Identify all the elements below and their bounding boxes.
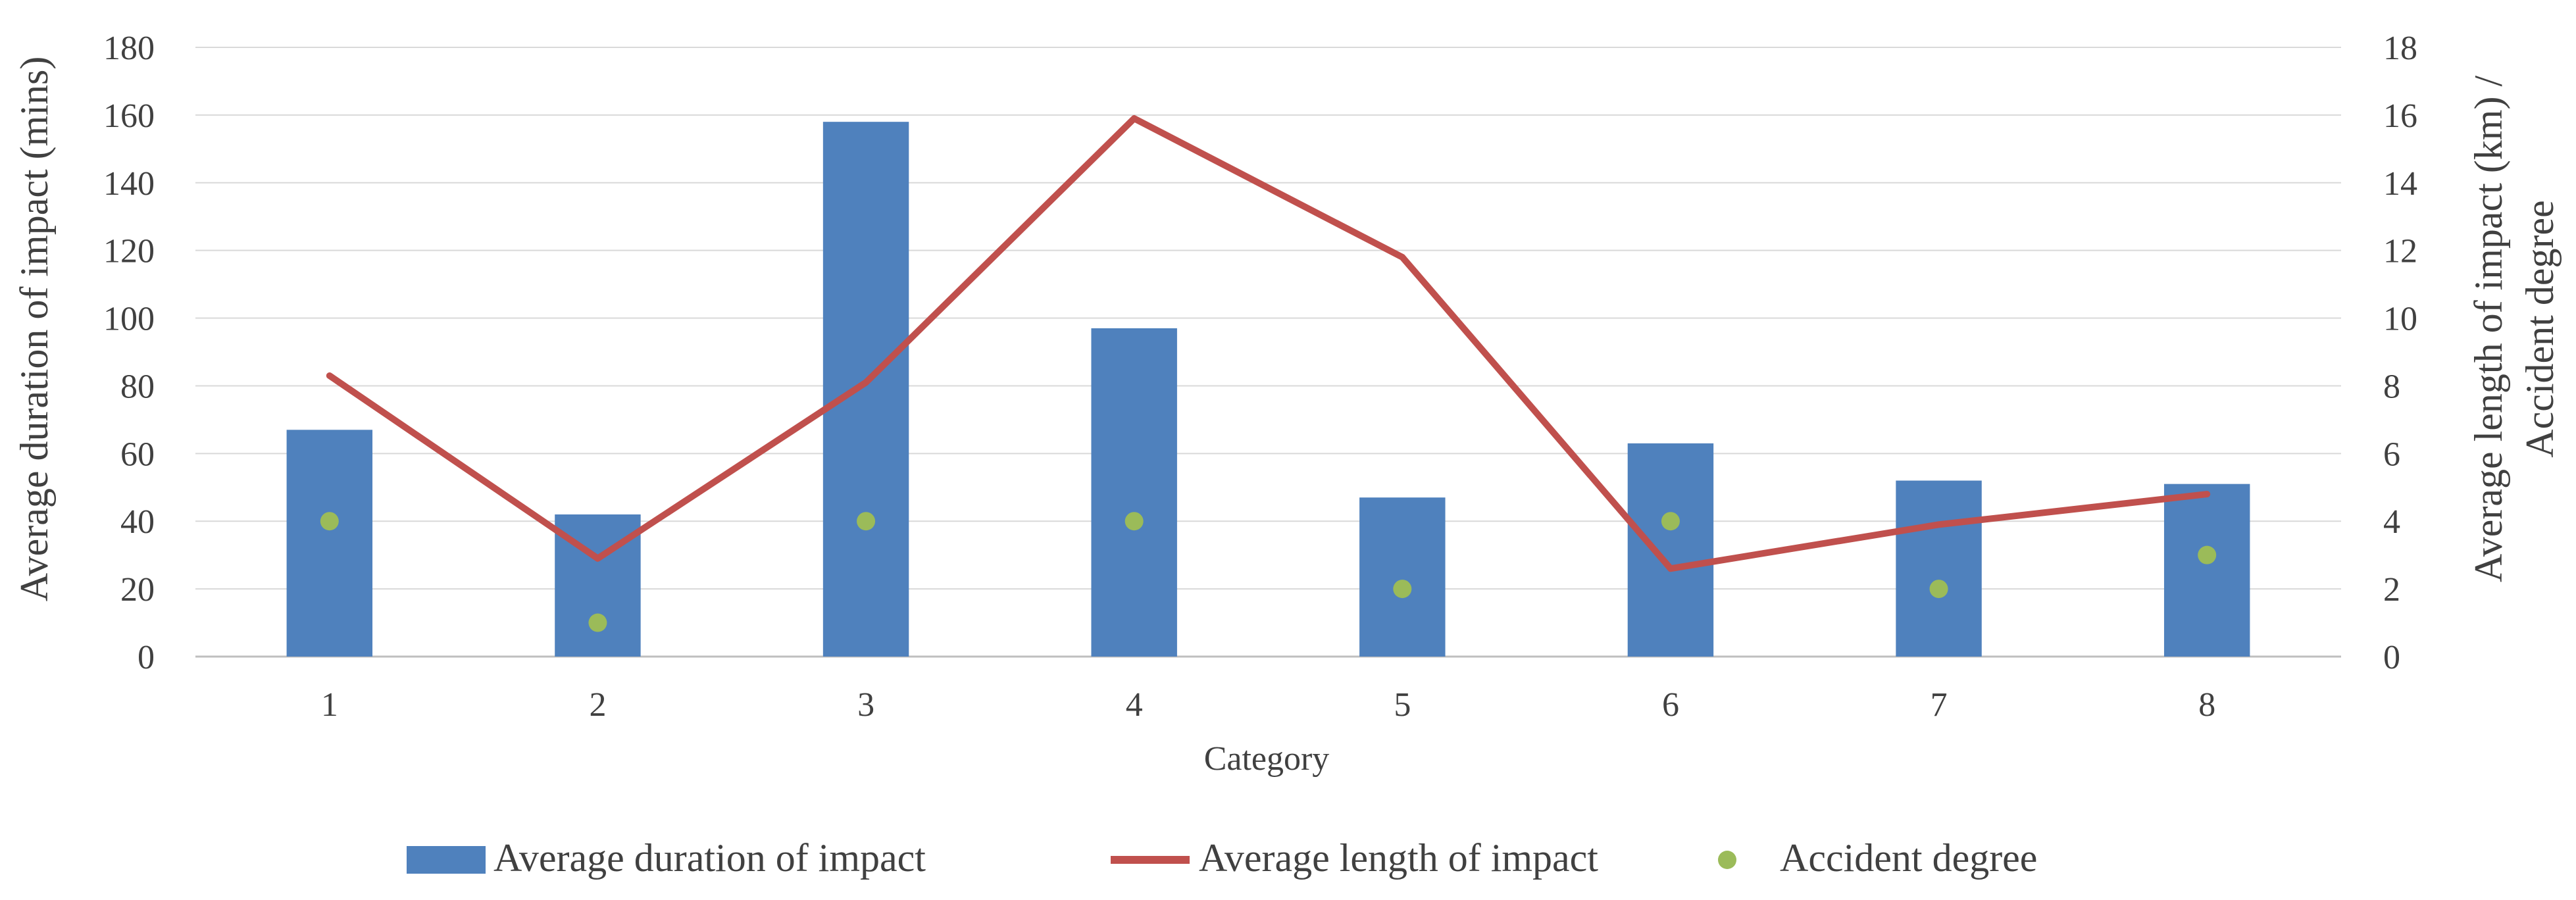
y-axis-title: Average duration of impact (mins) — [13, 57, 56, 602]
scatter-point — [588, 613, 607, 632]
x-tick-label: 5 — [1394, 686, 1411, 724]
y2-tick-label: 8 — [2383, 368, 2400, 405]
legend-dot-label: Accident degree — [1780, 836, 2037, 880]
y-tick-label: 60 — [120, 436, 155, 473]
series-line — [326, 115, 2211, 572]
y-tick-label: 40 — [120, 503, 155, 541]
x-tick-label: 4 — [1126, 686, 1143, 724]
x-tick-label: 8 — [2198, 686, 2215, 724]
legend-dot-swatch — [1718, 851, 1736, 869]
bar-series — [286, 122, 2250, 657]
y2-tick-label: 4 — [2383, 503, 2400, 541]
y2-axis-title-line1: Average length of impact (km) / — [2467, 76, 2510, 583]
x-axis-title: Category — [1204, 740, 1330, 778]
scatter-point — [1929, 580, 1948, 599]
bar — [1091, 328, 1177, 657]
y2-tick-label: 16 — [2383, 97, 2417, 135]
tick-labels: 0204060801001201401601800246810121416181… — [103, 30, 2417, 724]
bar — [1359, 497, 1446, 657]
y2-tick-label: 18 — [2383, 30, 2417, 67]
y2-tick-label: 6 — [2383, 436, 2400, 473]
scatter-point — [320, 512, 339, 531]
y2-tick-label: 14 — [2383, 165, 2417, 203]
y-tick-label: 140 — [103, 165, 155, 203]
y-tick-label: 20 — [120, 571, 155, 609]
bar — [822, 122, 909, 657]
y-tick-label: 180 — [103, 30, 155, 67]
y2-tick-label: 12 — [2383, 233, 2417, 270]
x-tick-label: 3 — [857, 686, 874, 724]
legend-line-label: Average length of impact — [1199, 836, 1598, 880]
x-tick-label: 6 — [1662, 686, 1679, 724]
y-tick-label: 100 — [103, 301, 155, 338]
line-series — [326, 115, 2211, 572]
scatter-point — [1661, 512, 1680, 531]
bar — [1627, 443, 1714, 657]
legend-bar-swatch — [407, 846, 486, 874]
y-tick-label: 120 — [103, 233, 155, 270]
scatter-series — [320, 512, 2217, 632]
grid-lines — [195, 47, 2341, 658]
x-tick-label: 2 — [589, 686, 606, 724]
scatter-point — [857, 512, 876, 531]
bar — [286, 430, 373, 657]
x-tick-label: 7 — [1931, 686, 1948, 724]
y2-axis-title-line2: Accident degree — [2518, 200, 2562, 457]
x-tick-label: 1 — [321, 686, 338, 724]
bar — [1896, 480, 1982, 657]
scatter-point — [1393, 580, 1412, 599]
y-tick-label: 0 — [138, 639, 155, 676]
y2-tick-label: 10 — [2383, 301, 2417, 338]
y2-tick-label: 2 — [2383, 571, 2400, 609]
y-tick-label: 80 — [120, 368, 155, 405]
bar — [2163, 484, 2250, 657]
y-tick-label: 160 — [103, 97, 155, 135]
y2-tick-label: 0 — [2383, 639, 2400, 676]
scatter-point — [1124, 512, 1144, 531]
scatter-point — [2198, 545, 2217, 564]
legend: Average duration of impact Average lengt… — [407, 836, 2037, 880]
legend-bar-label: Average duration of impact — [493, 836, 926, 880]
